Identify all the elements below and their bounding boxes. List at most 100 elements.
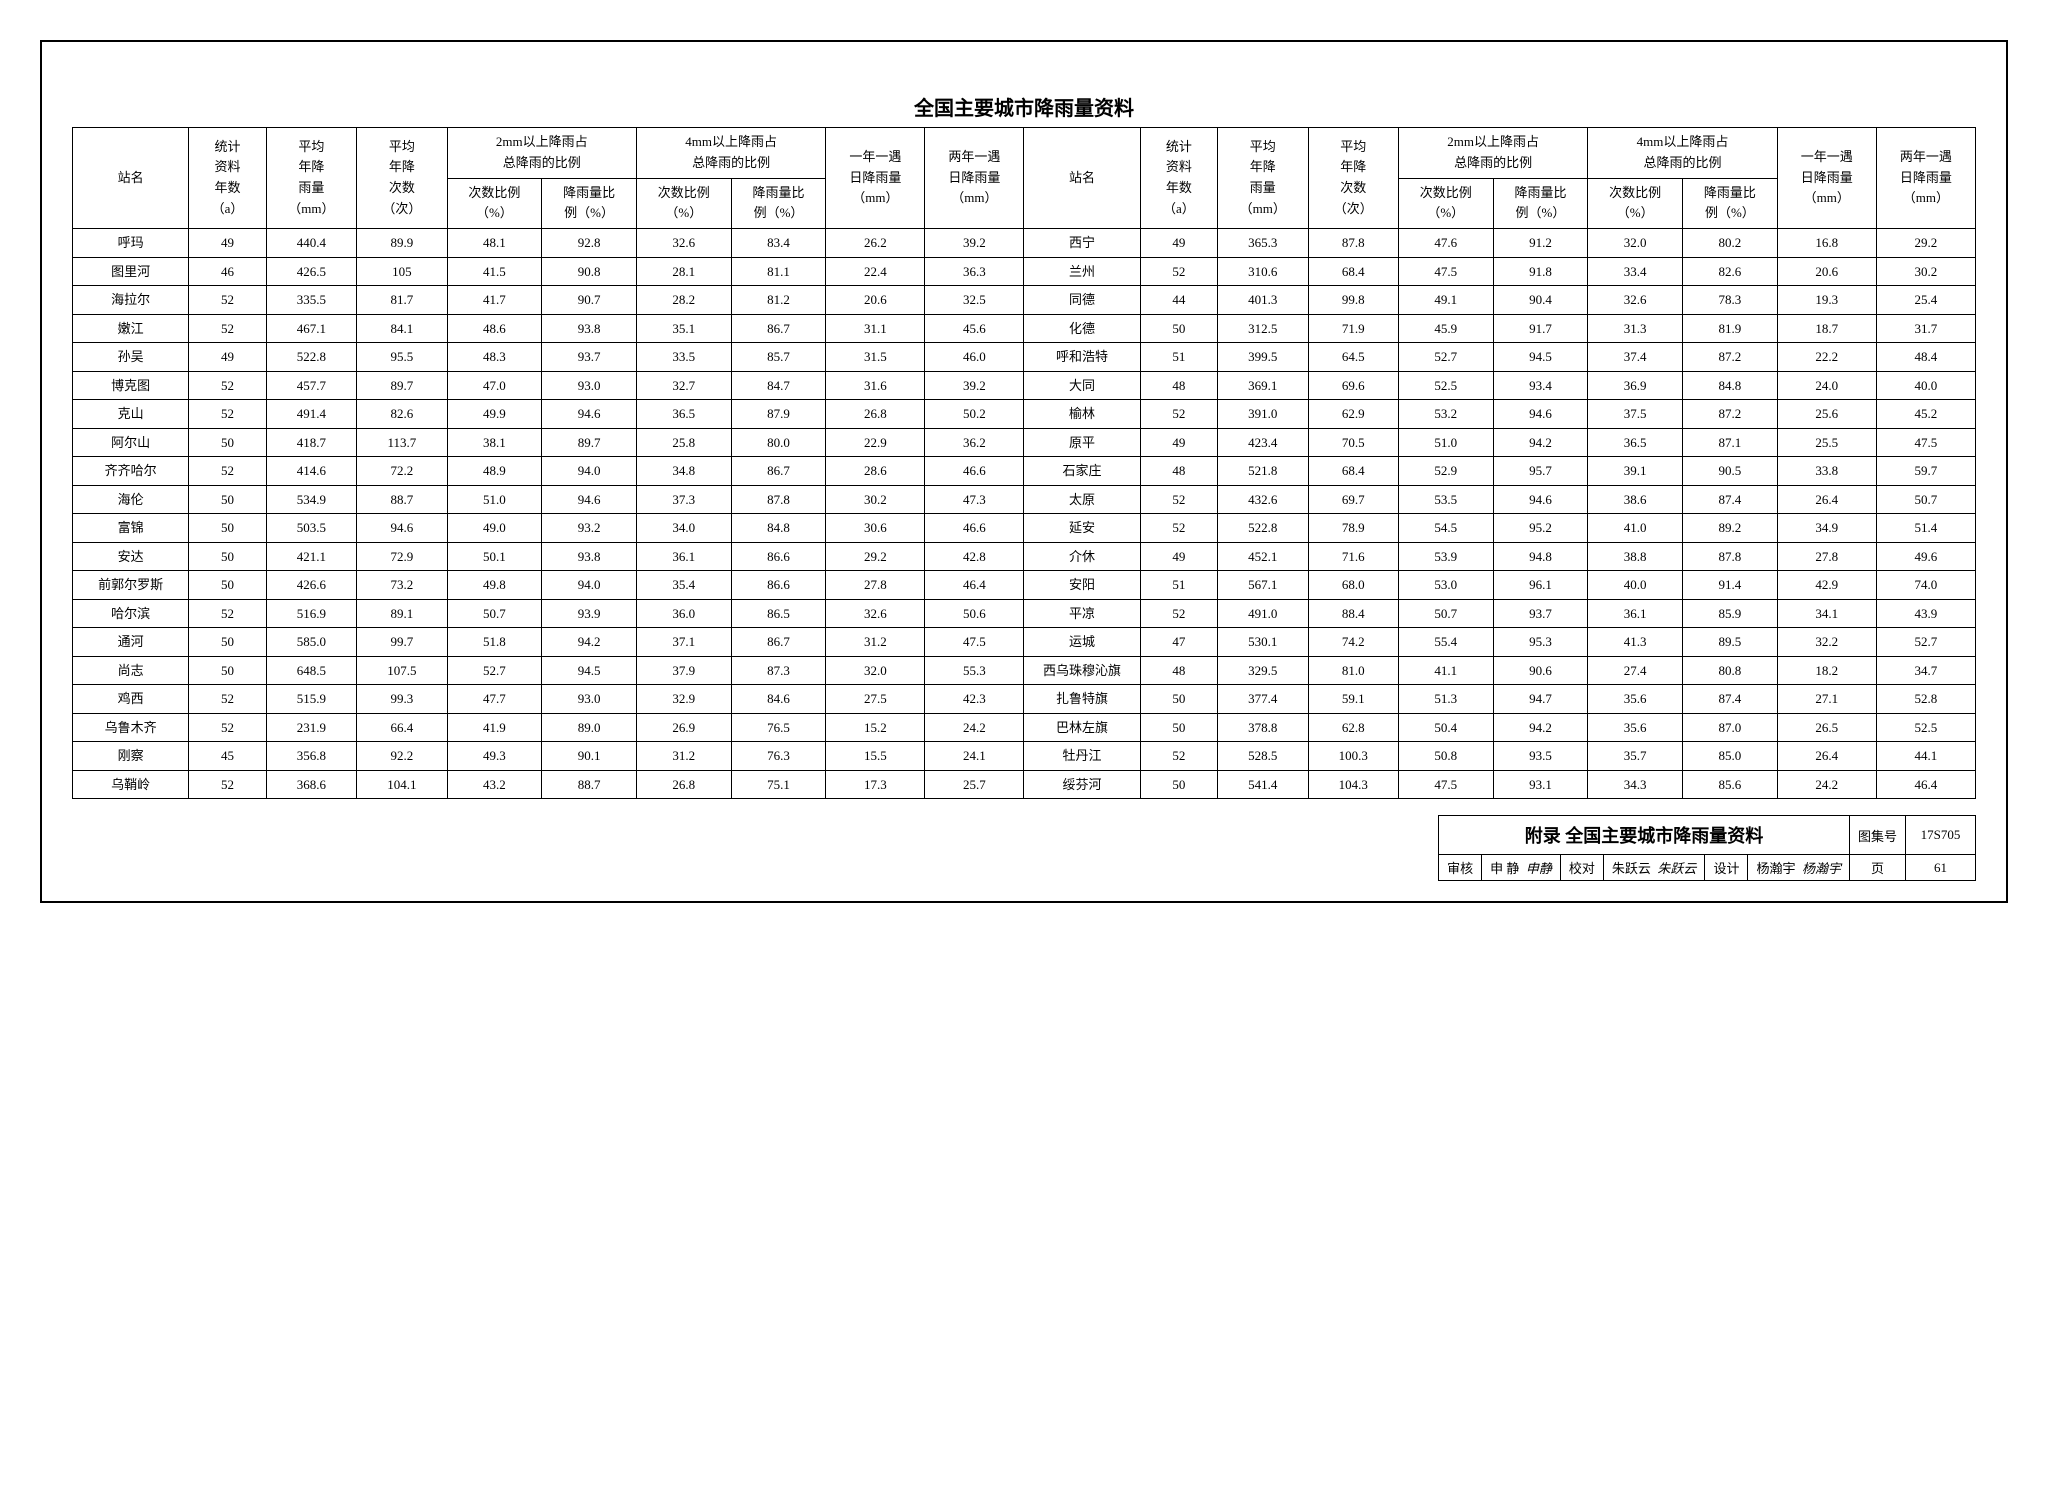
table-cell: 51.4 (1876, 514, 1975, 543)
table-cell: 36.5 (636, 400, 731, 429)
table-cell: 50 (189, 628, 266, 657)
table-cell: 38.1 (447, 428, 542, 457)
table-cell: 大同 (1024, 371, 1140, 400)
table-cell: 521.8 (1218, 457, 1308, 486)
col-oneyr-r: 一年一遇 日降雨量 （mm） (1777, 128, 1876, 229)
table-cell: 前郭尔罗斯 (73, 571, 189, 600)
table-cell: 46.4 (1876, 770, 1975, 799)
table-cell: 41.0 (1588, 514, 1683, 543)
table-cell: 93.1 (1493, 770, 1588, 799)
table-cell: 32.0 (826, 656, 925, 685)
table-cell: 94.6 (1493, 400, 1588, 429)
table-cell: 113.7 (357, 428, 447, 457)
table-cell: 52 (189, 400, 266, 429)
table-cell: 87.8 (1683, 542, 1778, 571)
table-cell: 100.3 (1308, 742, 1398, 771)
col-twoyr: 两年一遇 日降雨量 （mm） (925, 128, 1024, 229)
col-grp-4mm-r: 4mm以上降雨占 总降雨的比例 (1588, 128, 1777, 179)
table-cell: 52 (1140, 485, 1217, 514)
table-cell: 38.8 (1588, 542, 1683, 571)
table-cell: 80.0 (731, 428, 826, 457)
table-cell: 52.7 (1876, 628, 1975, 657)
table-cell: 105 (357, 257, 447, 286)
table-cell: 94.2 (1493, 428, 1588, 457)
table-cell: 50.8 (1398, 742, 1493, 771)
table-cell: 50 (189, 485, 266, 514)
table-cell: 90.1 (542, 742, 637, 771)
table-cell: 89.2 (1683, 514, 1778, 543)
table-cell: 53.9 (1398, 542, 1493, 571)
table-cell: 47 (1140, 628, 1217, 657)
table-cell: 45.6 (925, 314, 1024, 343)
table-cell: 28.2 (636, 286, 731, 315)
table-cell: 50.2 (925, 400, 1024, 429)
table-cell: 27.8 (826, 571, 925, 600)
table-cell: 44.1 (1876, 742, 1975, 771)
table-cell: 海拉尔 (73, 286, 189, 315)
table-cell: 423.4 (1218, 428, 1308, 457)
table-cell: 46.6 (925, 457, 1024, 486)
table-cell: 87.8 (731, 485, 826, 514)
table-row: 图里河46426.510541.590.828.181.122.436.3兰州5… (73, 257, 1976, 286)
table-cell: 35.4 (636, 571, 731, 600)
table-cell: 39.2 (925, 229, 1024, 258)
table-row: 安达50421.172.950.193.836.186.629.242.8介休4… (73, 542, 1976, 571)
table-cell: 452.1 (1218, 542, 1308, 571)
table-cell: 同德 (1024, 286, 1140, 315)
table-cell: 90.6 (1493, 656, 1588, 685)
table-row: 呼玛49440.489.948.192.832.683.426.239.2西宁4… (73, 229, 1976, 258)
table-cell: 53.2 (1398, 400, 1493, 429)
table-cell: 49.3 (447, 742, 542, 771)
table-cell: 36.2 (925, 428, 1024, 457)
table-cell: 51.0 (1398, 428, 1493, 457)
table-cell: 62.9 (1308, 400, 1398, 429)
table-cell: 41.5 (447, 257, 542, 286)
table-cell: 69.6 (1308, 371, 1398, 400)
table-cell: 89.7 (542, 428, 637, 457)
col-4mm-amt: 降雨量比 例（%） (731, 178, 826, 229)
table-cell: 31.6 (826, 371, 925, 400)
table-cell: 51.3 (1398, 685, 1493, 714)
table-cell: 太原 (1024, 485, 1140, 514)
table-cell: 17.3 (826, 770, 925, 799)
col-twoyr-r: 两年一遇 日降雨量 （mm） (1876, 128, 1975, 229)
table-cell: 310.6 (1218, 257, 1308, 286)
table-cell: 47.5 (1398, 770, 1493, 799)
table-cell: 36.3 (925, 257, 1024, 286)
table-cell: 49 (1140, 542, 1217, 571)
table-cell: 391.0 (1218, 400, 1308, 429)
table-cell: 27.5 (826, 685, 925, 714)
page-title: 全国主要城市降雨量资料 (72, 92, 1976, 121)
table-cell: 104.3 (1308, 770, 1398, 799)
table-cell: 29.2 (826, 542, 925, 571)
table-cell: 95.5 (357, 343, 447, 372)
table-cell: 46.4 (925, 571, 1024, 600)
table-cell: 401.3 (1218, 286, 1308, 315)
table-cell: 44 (1140, 286, 1217, 315)
table-cell: 33.4 (1588, 257, 1683, 286)
table-cell: 94.6 (542, 400, 637, 429)
table-cell: 28.6 (826, 457, 925, 486)
footer-sheji-name: 杨瀚宇 杨瀚宇 (1748, 855, 1850, 881)
table-cell: 94.0 (542, 571, 637, 600)
table-cell: 94.2 (542, 628, 637, 657)
table-cell: 26.2 (826, 229, 925, 258)
table-cell: 26.9 (636, 713, 731, 742)
table-cell: 87.8 (1308, 229, 1398, 258)
table-cell: 50.7 (447, 599, 542, 628)
table-cell: 52 (189, 770, 266, 799)
col-years-r: 统计 资料 年数 （a） (1140, 128, 1217, 229)
table-cell: 92.2 (357, 742, 447, 771)
table-cell: 52.7 (447, 656, 542, 685)
table-cell: 94.0 (542, 457, 637, 486)
table-cell: 47.5 (1398, 257, 1493, 286)
table-cell: 94.6 (357, 514, 447, 543)
table-cell: 356.8 (266, 742, 356, 771)
table-cell: 原平 (1024, 428, 1140, 457)
table-cell: 31.5 (826, 343, 925, 372)
table-cell: 45.2 (1876, 400, 1975, 429)
table-row: 嫩江52467.184.148.693.835.186.731.145.6化德5… (73, 314, 1976, 343)
table-cell: 32.6 (1588, 286, 1683, 315)
table-cell: 567.1 (1218, 571, 1308, 600)
table-cell: 87.3 (731, 656, 826, 685)
